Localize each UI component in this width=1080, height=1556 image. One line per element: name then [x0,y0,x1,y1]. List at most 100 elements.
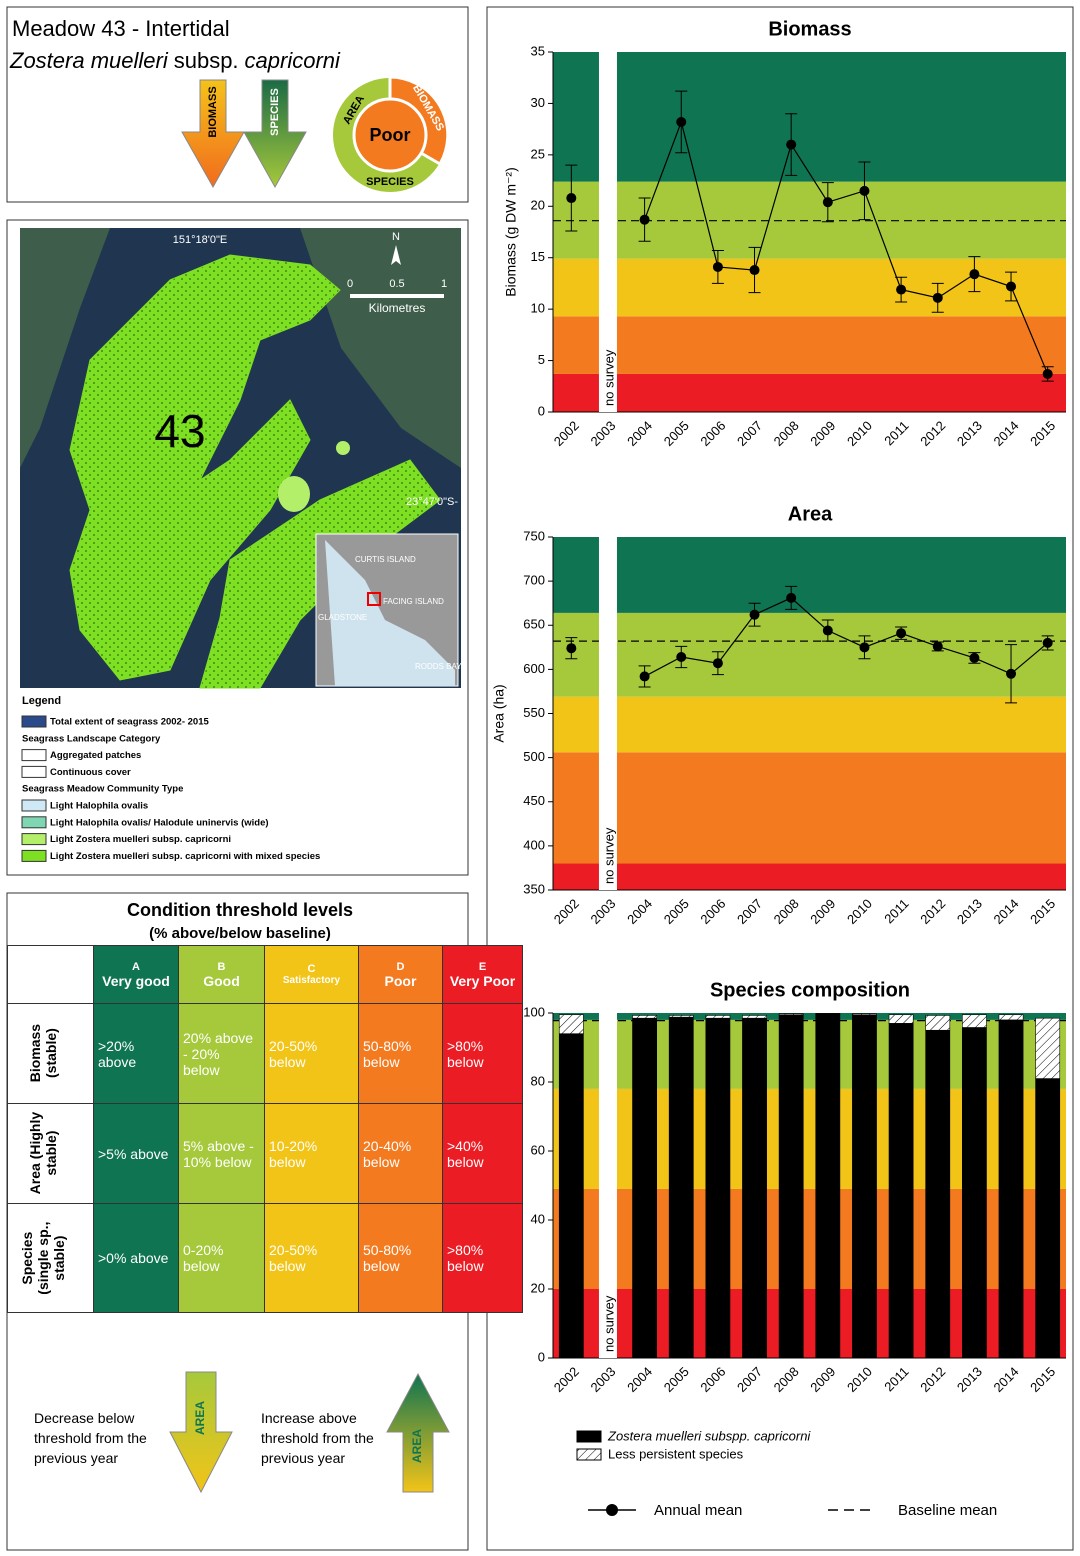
threshold-cell: 50-80% below [359,1004,443,1104]
bar-segment [852,1014,876,1015]
x-tick-label: 2011 [881,1364,911,1394]
y-tick-label: 550 [523,705,545,720]
point [969,269,979,279]
x-tick-label: 2014 [991,1364,1022,1395]
y-tick-label: 700 [523,573,545,588]
column-grade: B [183,961,260,973]
x-tick-label: 2006 [697,418,728,449]
table-row: Area (Highly stable)>5% above5% above - … [8,1104,523,1204]
inset-label: GLADSTONE [318,613,367,622]
latitude: 23°47'0"S- [406,496,458,508]
point [786,593,796,603]
legend-marker [606,1504,618,1516]
x-tick-label: 2009 [807,1364,838,1395]
threshold-cell: >20% above [94,1004,179,1104]
legend-label: Less persistent species [608,1446,744,1461]
bar-segment [926,1030,950,1358]
bar-segment [633,1015,657,1018]
x-tick-label: 2012 [917,1364,948,1395]
x-tick-label: 2012 [917,896,948,927]
x-tick-label: 2004 [624,418,655,449]
legend-heading: Seagrass Meadow Community Type [22,784,183,795]
x-tick-label: 2008 [771,1364,802,1395]
threshold-band [553,316,1066,374]
threshold-band [553,864,1066,890]
legend-swatch [22,850,46,861]
threshold-cell: 20-50% below [265,1204,359,1313]
legend-swatch [22,766,46,777]
y-tick-label: 600 [523,661,545,676]
column-label: Good [183,973,260,989]
x-tick-label: 2003 [587,896,618,927]
bar-segment [742,1018,766,1358]
x-tick-label: 2005 [661,418,692,449]
threshold-band [553,752,1066,863]
point [566,643,576,653]
scale-label: 1 [441,278,447,290]
point [1006,669,1016,679]
longitude: 151°18'0"E [173,234,227,246]
point [676,117,686,127]
table-row: Biomass (stable)>20% above20% above - 20… [8,1004,523,1104]
point [859,186,869,196]
point [1006,282,1016,292]
north: N [392,231,400,243]
chart-title: Area [788,503,833,525]
bar-segment [706,1015,730,1018]
ring-label: SPECIES [366,176,414,188]
species-genus: Zostera muelleri [9,48,169,73]
x-tick-label: 2004 [624,1364,655,1395]
x-tick-label: 2013 [954,896,985,927]
point [896,285,906,295]
x-tick-label: 2006 [697,896,728,927]
patch [336,441,350,455]
column-grade: D [363,961,438,973]
y-tick-label: 30 [531,95,545,110]
point [640,215,650,225]
threshold-band [553,1089,1066,1189]
column-label: Very good [98,973,174,989]
x-tick-label: 2004 [624,896,655,927]
x-tick-label: 2007 [734,896,765,927]
point [750,610,760,620]
legend-item: Aggregated patches [50,750,141,761]
point [786,140,796,150]
corner [8,946,94,1004]
point [1043,638,1053,648]
scale-label: 0.5 [389,278,404,290]
threshold-cell: >0% above [94,1204,179,1313]
point [823,626,833,636]
legend-swatch [22,750,46,761]
x-tick-label: 2002 [551,418,582,449]
legend-item: Continuous cover [50,767,131,778]
bar-segment [816,1014,840,1358]
point [933,641,943,651]
x-tick-label: 2003 [587,418,618,449]
bar-segment [889,1015,913,1024]
column-header: DPoor [359,946,443,1004]
x-tick-label: 2014 [991,896,1022,927]
row-header: Area (Highly stable) [8,1104,94,1204]
annotation: no survey [601,349,616,406]
legend-swatch [22,716,46,727]
bar-segment [889,1023,913,1358]
point [713,658,723,668]
point [896,628,906,638]
x-tick-label: 2005 [661,896,692,927]
canvas: Meadow 43 - Intertidal Zostera muelleris… [0,0,1080,1556]
y-tick-label: 25 [531,146,545,161]
y-tick-label: 0 [538,403,545,418]
table-subtitle: (% above/below baseline) [149,925,331,942]
threshold-band [553,537,1066,613]
scale-unit: Kilometres [369,301,426,315]
column-label: Poor [363,973,438,989]
y-tick-label: 400 [523,837,545,852]
x-tick-label: 2013 [954,1364,985,1395]
threshold-band [553,1013,1066,1020]
y-tick-label: 100 [523,1004,545,1019]
legend-item: Total extent of seagrass 2002- 2015 [50,717,209,728]
point [640,671,650,681]
point [713,262,723,272]
